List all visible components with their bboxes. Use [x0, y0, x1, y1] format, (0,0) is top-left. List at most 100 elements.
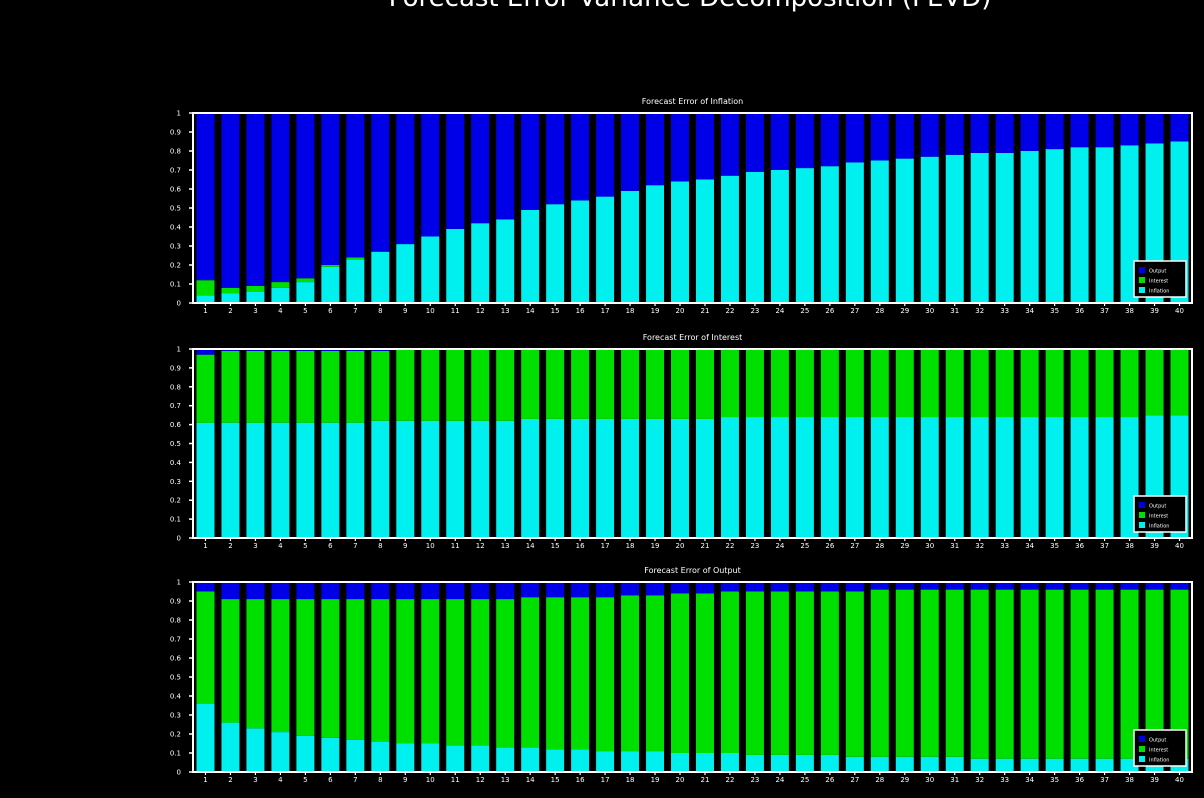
bar-interest-7 — [346, 599, 365, 740]
bar-inflation-4 — [271, 422, 290, 538]
bar-interest-1 — [196, 280, 215, 296]
bar-interest-37 — [1095, 589, 1114, 759]
bar-output-4 — [271, 113, 290, 283]
bar-inflation-14 — [521, 747, 540, 772]
x-tick-label: 26 — [825, 307, 834, 315]
panel-title-1: Forecast Error of Inflation — [642, 97, 743, 106]
x-tick-label: 8 — [378, 307, 382, 315]
bar-inflation-32 — [970, 417, 989, 538]
x-tick-label: 1 — [203, 307, 207, 315]
bar-output-19 — [646, 582, 665, 596]
bar-inflation-37 — [1095, 147, 1114, 303]
x-tick-label: 32 — [975, 307, 984, 315]
bar-inflation-25 — [795, 417, 814, 538]
bar-inflation-6 — [321, 422, 340, 538]
x-tick-label: 4 — [278, 307, 283, 315]
bar-output-34 — [1020, 113, 1039, 151]
x-tick-label: 33 — [1000, 307, 1009, 315]
bar-inflation-16 — [571, 418, 590, 538]
x-tick-label: 35 — [1050, 307, 1059, 315]
bar-output-24 — [770, 582, 789, 592]
bar-interest-4 — [271, 350, 290, 423]
bar-output-18 — [621, 113, 640, 191]
bar-output-20 — [671, 582, 689, 594]
bar-inflation-24 — [770, 170, 789, 303]
x-tick-label: 13 — [501, 776, 510, 784]
bar-inflation-9 — [396, 244, 415, 303]
bar-inflation-27 — [845, 756, 864, 772]
x-tick-label: 6 — [328, 776, 333, 784]
bar-inflation-3 — [246, 728, 265, 772]
x-tick-label: 34 — [1025, 307, 1034, 315]
y-tick-label: 0.8 — [170, 148, 181, 156]
bar-interest-11 — [446, 349, 465, 421]
bar-output-36 — [1070, 113, 1089, 148]
bar-interest-16 — [571, 349, 590, 419]
bar-interest-33 — [995, 589, 1014, 759]
bar-output-19 — [646, 113, 665, 186]
bar-interest-13 — [496, 599, 515, 748]
legend-swatch-interest — [1139, 277, 1145, 283]
bar-inflation-11 — [446, 745, 465, 772]
bar-interest-32 — [970, 349, 989, 418]
bar-interest-29 — [895, 589, 914, 757]
x-tick-label: 18 — [626, 542, 635, 550]
legend-swatch-inflation — [1139, 287, 1145, 293]
x-tick-label: 39 — [1150, 307, 1159, 315]
bar-inflation-18 — [621, 751, 640, 772]
bar-interest-23 — [745, 591, 764, 755]
bar-output-9 — [396, 582, 415, 600]
x-tick-label: 8 — [378, 542, 382, 550]
axes-frame — [192, 581, 1193, 773]
bar-inflation-28 — [870, 160, 889, 303]
bar-inflation-29 — [895, 158, 914, 303]
x-tick-label: 27 — [850, 307, 859, 315]
bar-interest-17 — [596, 597, 615, 752]
bar-output-29 — [895, 113, 914, 159]
bar-interest-33 — [995, 349, 1014, 418]
bar-output-3 — [246, 113, 265, 286]
bar-output-36 — [1070, 582, 1089, 590]
y-tick-label: 0.2 — [170, 731, 181, 739]
bar-interest-7 — [346, 257, 365, 260]
bar-inflation-23 — [745, 754, 764, 772]
bar-interest-28 — [870, 349, 889, 418]
bar-inflation-27 — [845, 162, 864, 303]
bar-output-10 — [421, 113, 440, 237]
bar-inflation-37 — [1095, 758, 1114, 772]
x-tick-label: 11 — [451, 542, 460, 550]
bar-output-12 — [471, 582, 490, 600]
axes-frame — [192, 112, 1193, 304]
bar-interest-3 — [246, 599, 265, 729]
x-tick-label: 21 — [701, 307, 710, 315]
x-tick-label: 39 — [1150, 776, 1159, 784]
legend-swatch-inflation — [1139, 756, 1145, 762]
y-tick-label: 0.8 — [170, 383, 181, 391]
bar-output-31 — [945, 582, 964, 590]
x-tick-label: 11 — [451, 776, 460, 784]
x-tick-label: 12 — [476, 307, 485, 315]
bar-output-1 — [196, 113, 215, 281]
legend-swatch-output — [1139, 736, 1145, 742]
bar-inflation-21 — [696, 418, 714, 538]
x-tick-label: 19 — [651, 776, 660, 784]
chart-panel-3: Forecast Error of Output 0 0.1 0.2 0.3 0.4 0.5… — [170, 566, 1193, 784]
x-tick-label: 37 — [1100, 776, 1109, 784]
bar-output-25 — [795, 582, 814, 592]
x-tick-label: 15 — [551, 542, 560, 550]
x-tick-label: 24 — [775, 776, 784, 784]
x-tick-label: 18 — [626, 776, 635, 784]
legend: Output Interest Inflation — [1133, 260, 1187, 298]
bar-interest-3 — [246, 285, 265, 292]
bar-output-11 — [446, 582, 465, 600]
x-tick-label: 29 — [900, 776, 909, 784]
y-tick-label: 1 — [177, 579, 181, 587]
x-tick-label: 22 — [726, 542, 735, 550]
x-tick-label: 38 — [1125, 542, 1134, 550]
x-tick-label: 21 — [701, 776, 710, 784]
bar-output-8 — [371, 113, 390, 252]
bar-inflation-15 — [546, 418, 565, 538]
bar-inflation-16 — [571, 200, 590, 303]
bar-inflation-8 — [371, 420, 390, 538]
bar-output-1 — [196, 582, 215, 592]
